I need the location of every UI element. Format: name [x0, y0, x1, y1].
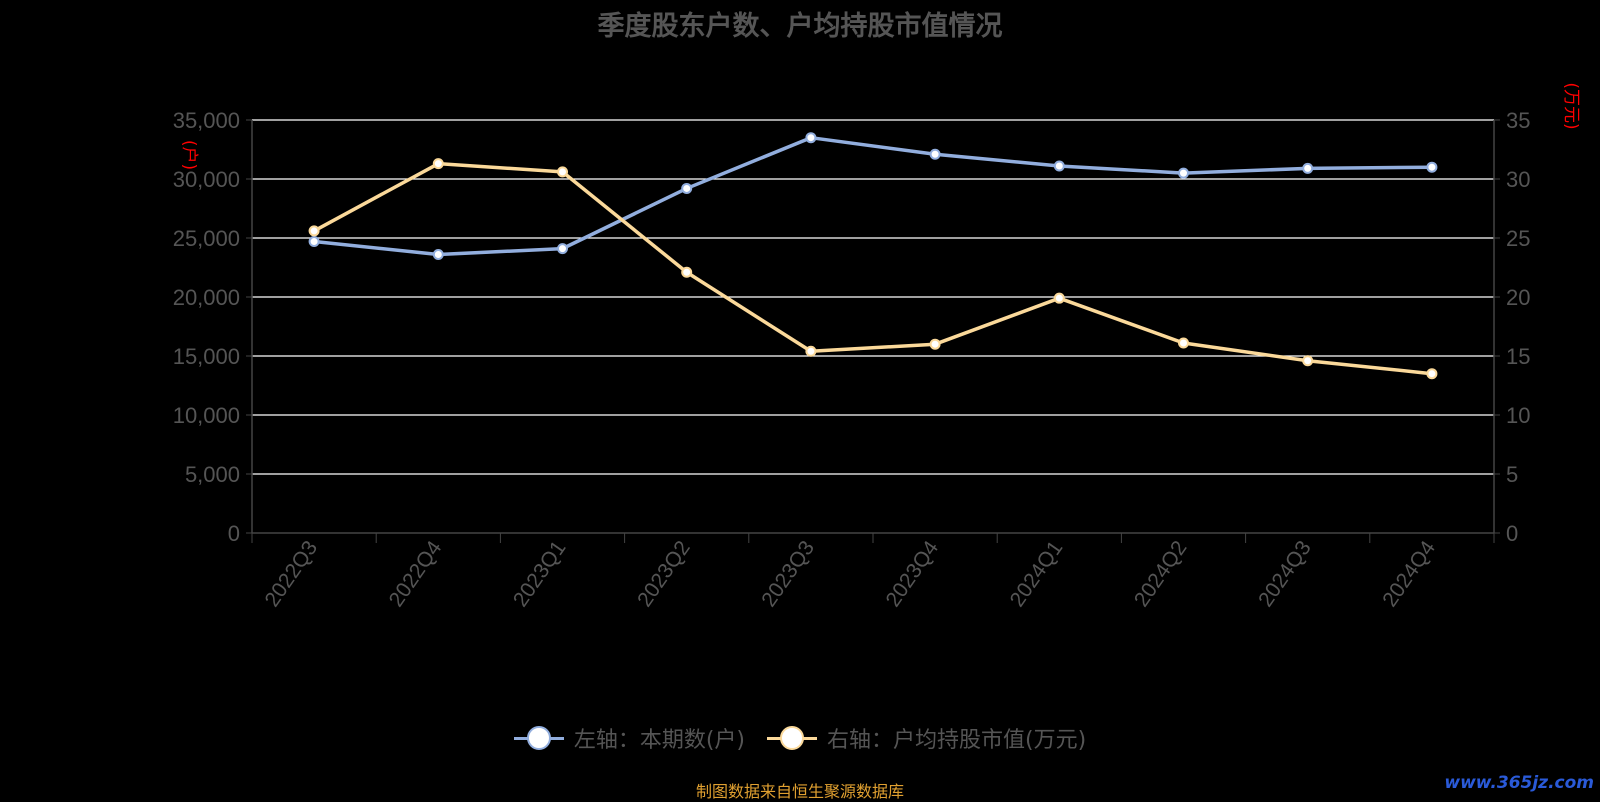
- data-point-right: [681, 266, 693, 278]
- x-tick-label: 2024Q1: [1006, 537, 1068, 611]
- y-right-tick-label: 0: [1506, 521, 1518, 546]
- legend-item-left-series[interactable]: 左轴：本期数(户): [513, 722, 745, 754]
- data-point-left: [1302, 162, 1314, 174]
- x-tick-label: 2023Q1: [509, 537, 571, 611]
- y-left-tick-label: 25,000: [173, 226, 240, 251]
- data-point-right: [805, 345, 817, 357]
- data-point-right: [1302, 355, 1314, 367]
- series-layer: [308, 132, 1438, 380]
- data-point-left: [557, 243, 568, 255]
- watermark: www.365jz.com: [1444, 773, 1594, 793]
- legend-swatch-left: [513, 726, 564, 750]
- series-line-left: [313, 135, 1432, 257]
- y-left-tick-label: 5,000: [185, 462, 240, 487]
- x-tick-label: 2023Q3: [757, 537, 819, 611]
- x-tick-label: 2024Q3: [1254, 537, 1316, 611]
- y-right-tick-label: 20: [1506, 285, 1530, 310]
- legend-swatch-right: [767, 726, 817, 750]
- x-tick-label: 2022Q3: [260, 537, 322, 611]
- data-point-left: [929, 148, 941, 160]
- grid-layer: [252, 119, 1494, 475]
- y-right-unit-label: (万元): [1561, 82, 1581, 129]
- legend-label-right: 右轴：户均持股市值(万元): [827, 728, 1087, 753]
- data-point-left: [1426, 161, 1438, 173]
- y-right-tick-label: 15: [1506, 344, 1530, 369]
- source-note: 制图数据来自恒生聚源数据库: [695, 782, 904, 801]
- x-tick-label: 2024Q2: [1130, 537, 1192, 611]
- y-left-tick-label: 15,000: [173, 344, 240, 369]
- data-point-left: [681, 182, 693, 194]
- legend: 左轴：本期数(户) 右轴：户均持股市值(万元): [0, 722, 1600, 754]
- y-left-tick-label: 30,000: [173, 167, 240, 192]
- data-point-right: [432, 158, 444, 170]
- y-left-unit-label: (户): [179, 140, 199, 170]
- y-left-tick-label: 0: [228, 521, 240, 546]
- y-right-tick-label: 35: [1506, 108, 1530, 133]
- y-right-tick-label: 5: [1506, 462, 1518, 487]
- data-point-left: [308, 236, 320, 248]
- data-point-right: [1053, 292, 1065, 304]
- x-tick-label: 2023Q4: [881, 536, 943, 611]
- data-point-left: [1178, 167, 1189, 179]
- data-point-left: [432, 249, 444, 261]
- series-line-right: [313, 161, 1433, 376]
- y-left-tick-label: 10,000: [173, 403, 240, 428]
- data-point-right: [557, 166, 568, 178]
- data-point-right: [1426, 368, 1438, 380]
- legend-item-right-series[interactable]: 右轴：户均持股市值(万元): [767, 722, 1086, 754]
- y-right-tick-label: 10: [1506, 403, 1530, 428]
- y-right-tick-label: 30: [1506, 167, 1530, 192]
- legend-label-left: 左轴：本期数(户): [573, 728, 745, 753]
- y-left-tick-label: 20,000: [173, 285, 240, 310]
- x-tick-label: 2022Q4: [385, 536, 447, 611]
- x-tick-label: 2023Q2: [633, 537, 695, 611]
- data-point-left: [805, 132, 817, 144]
- y-right-tick-label: 25: [1506, 226, 1530, 251]
- data-point-right: [308, 225, 320, 237]
- data-point-right: [929, 338, 941, 350]
- data-point-right: [1178, 337, 1189, 349]
- data-point-left: [1053, 160, 1065, 172]
- page-title: 季度股东户数、户均持股市值情况: [597, 11, 1003, 42]
- y-left-tick-label: 35,000: [173, 108, 240, 133]
- x-tick-label: 2024Q4: [1378, 536, 1440, 611]
